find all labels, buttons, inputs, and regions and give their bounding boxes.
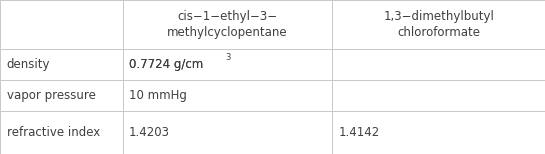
Text: 0.7724 g/cm: 0.7724 g/cm (129, 58, 203, 71)
Text: 1,3−dimethylbutyl
chloroformate: 1,3−dimethylbutyl chloroformate (383, 10, 494, 39)
Text: density: density (7, 58, 50, 71)
Text: 3: 3 (225, 53, 231, 62)
Text: 10 mmHg: 10 mmHg (129, 89, 187, 102)
Text: refractive index: refractive index (7, 126, 100, 139)
Text: cis−1−ethyl−3−
methylcyclopentane: cis−1−ethyl−3− methylcyclopentane (167, 10, 288, 39)
Text: 1.4142: 1.4142 (339, 126, 380, 139)
Text: 1.4203: 1.4203 (129, 126, 170, 139)
Text: 0.7724 g/cm: 0.7724 g/cm (129, 58, 203, 71)
Text: vapor pressure: vapor pressure (7, 89, 95, 102)
